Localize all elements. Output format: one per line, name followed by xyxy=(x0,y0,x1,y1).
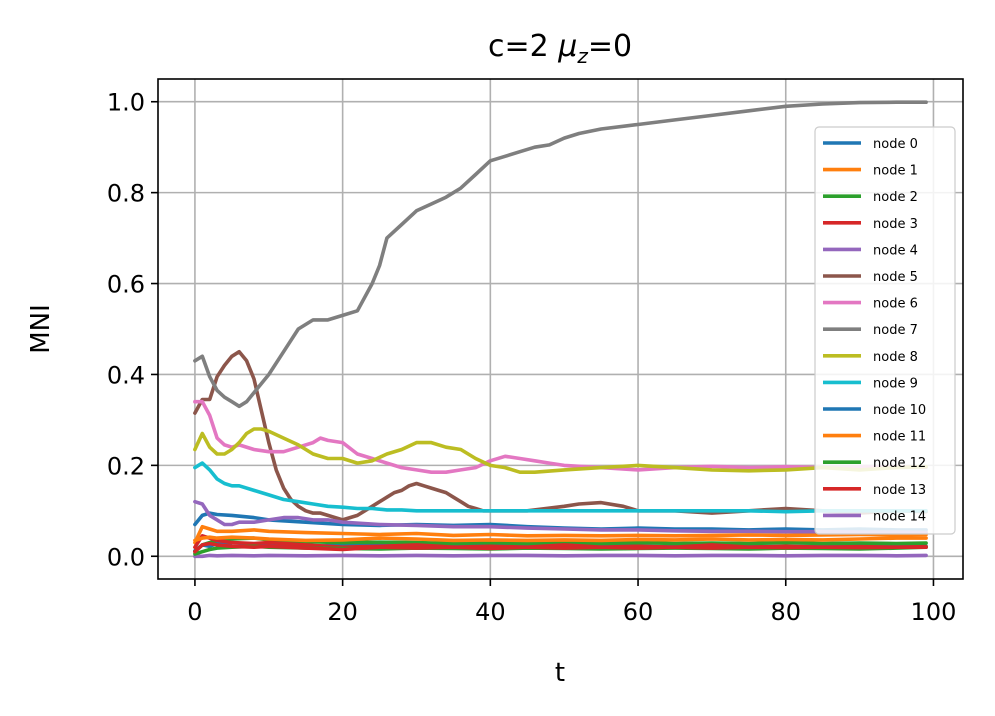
legend-label-8: node 8 xyxy=(873,350,918,365)
y-axis-label: MNI xyxy=(26,304,56,354)
y-tick-label: 0.0 xyxy=(107,543,145,571)
series-line-10 xyxy=(193,511,928,532)
legend-label-13: node 13 xyxy=(873,483,926,498)
series-line-14 xyxy=(193,499,928,535)
x-tick-label: 0 xyxy=(187,598,202,626)
x-tick-label: 100 xyxy=(911,598,957,626)
series-line-11 xyxy=(193,535,928,543)
legend-label-11: node 11 xyxy=(873,430,926,445)
chart-title-sub: z xyxy=(576,44,588,68)
legend-label-6: node 6 xyxy=(873,297,918,312)
chart-title-suffix: =0 xyxy=(588,29,632,64)
legend-label-0: node 0 xyxy=(873,137,918,152)
y-tick-label: 0.4 xyxy=(107,361,145,389)
chart-title-prefix: c=2 xyxy=(488,29,558,64)
legend-label-7: node 7 xyxy=(873,323,918,338)
y-tick-label: 0.8 xyxy=(107,180,145,208)
series-line-8 xyxy=(193,427,928,475)
plot-frame xyxy=(157,78,964,580)
x-tick-label: 40 xyxy=(475,598,506,626)
x-tick-label: 60 xyxy=(623,598,654,626)
legend-label-12: node 12 xyxy=(873,456,926,471)
series-line-13 xyxy=(193,541,928,554)
legend-label-5: node 5 xyxy=(873,270,918,285)
series-line-1 xyxy=(193,524,928,545)
x-tick-label: 80 xyxy=(770,598,801,626)
y-tick-label: 1.0 xyxy=(107,89,145,117)
legend: node 0 node 1 node 2 node 3 node 4 node 5 node… xyxy=(814,126,956,535)
axis-ticks: 0 20 40 60 80 100 0.0 0.2 0.4 0.6 0.8 1.0 xyxy=(107,89,957,626)
legend-box xyxy=(814,126,956,535)
legend-label-2: node 2 xyxy=(873,190,918,205)
x-tick-label: 20 xyxy=(327,598,358,626)
series-line-7 xyxy=(193,100,928,409)
legend-label-3: node 3 xyxy=(873,217,918,232)
series-line-4 xyxy=(193,553,928,559)
series-line-5 xyxy=(193,349,928,522)
y-tick-label: 0.6 xyxy=(107,271,145,299)
legend-label-1: node 1 xyxy=(873,164,918,179)
series-line-9 xyxy=(193,461,928,514)
legend-label-4: node 4 xyxy=(873,243,918,258)
series-lines xyxy=(193,100,928,559)
y-tick-label: 0.2 xyxy=(107,452,145,480)
legend-label-14: node 14 xyxy=(873,509,926,524)
chart-title-mu: μ xyxy=(557,29,577,64)
chart-title: c=2 μz=0 xyxy=(488,29,632,68)
legend-label-9: node 9 xyxy=(873,376,918,391)
legend-label-10: node 10 xyxy=(873,403,926,418)
x-axis-label: t xyxy=(555,658,565,688)
